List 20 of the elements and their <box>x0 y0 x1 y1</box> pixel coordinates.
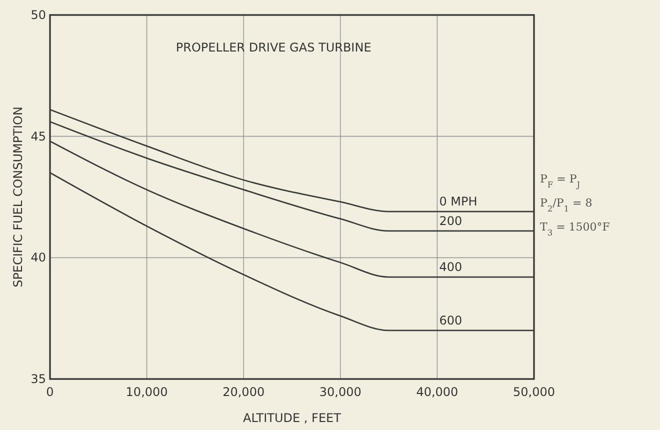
series-label: 400 <box>439 260 462 274</box>
series-label: 0 MPH <box>439 194 478 209</box>
y-tick-label: 50 <box>30 8 46 22</box>
y-tick-label: 35 <box>30 372 46 386</box>
text: PROPELLER DRIVE GAS TURBINE <box>176 40 372 54</box>
y-tick-label: 45 <box>30 129 46 144</box>
text: T$_{3}$ = 1500°F <box>540 220 610 238</box>
y-axis-title: SPECIFIC FUEL CONSUMPTION <box>11 106 25 288</box>
series-label: 200 <box>439 214 462 228</box>
x-tick-label: 40,000 <box>416 385 458 399</box>
x-tick-label: 50,000 <box>513 385 555 399</box>
x-axis-title: ALTITUDE , FEET <box>243 411 342 425</box>
text: P$_{2}$/P$_{1}$ = 8 <box>540 196 592 214</box>
x-tick-label: 20,000 <box>222 385 265 399</box>
text: P$_{F}$ = P$_{J}$ <box>540 172 580 190</box>
x-tick-label: 0 <box>46 385 54 399</box>
y-tick-label: 40 <box>30 250 46 265</box>
x-tick-label: 30,000 <box>319 385 362 399</box>
series-label: 600 <box>439 313 462 328</box>
x-tick-label: 10,000 <box>126 385 168 399</box>
